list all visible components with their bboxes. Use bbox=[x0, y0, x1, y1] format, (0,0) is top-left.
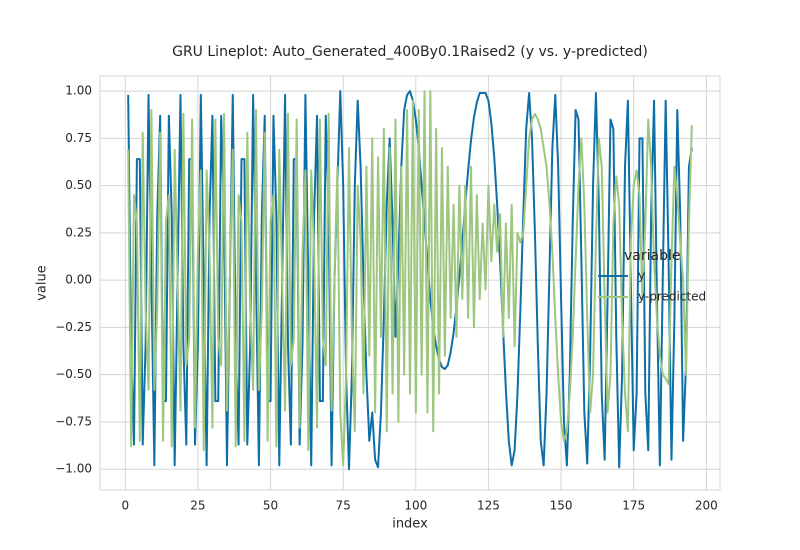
x-tick-label: 75 bbox=[336, 499, 351, 513]
x-tick-label: 0 bbox=[121, 499, 129, 513]
y-axis-label: value bbox=[35, 265, 50, 301]
y-tick-label: −0.75 bbox=[55, 414, 92, 428]
y-tick-label: 0.00 bbox=[65, 273, 92, 287]
y-tick-label: 1.00 bbox=[65, 84, 92, 98]
series-line bbox=[127, 90, 693, 467]
x-tick-label: 25 bbox=[190, 499, 205, 513]
y-tick-label: −0.50 bbox=[55, 367, 92, 381]
legend-label: y bbox=[638, 269, 645, 283]
y-tick-label: −1.00 bbox=[55, 462, 92, 476]
legend-label: y-predicted bbox=[638, 290, 706, 304]
x-tick-label: 200 bbox=[695, 499, 718, 513]
y-tick-label: 0.50 bbox=[65, 178, 92, 192]
x-tick-label: 150 bbox=[550, 499, 573, 513]
y-tick-label: 0.25 bbox=[65, 225, 92, 239]
x-tick-label: 175 bbox=[622, 499, 645, 513]
x-tick-label: 100 bbox=[404, 499, 427, 513]
legend-title: variable bbox=[624, 248, 680, 264]
chart-title: GRU Lineplot: Auto_Generated_400By0.1Rai… bbox=[172, 44, 648, 60]
plot-frame bbox=[99, 75, 721, 491]
y-tick-label: 0.75 bbox=[65, 131, 92, 145]
x-tick-label: 125 bbox=[477, 499, 500, 513]
x-tick-label: 50 bbox=[263, 499, 278, 513]
y-tick-label: −0.25 bbox=[55, 320, 92, 334]
x-axis-label: index bbox=[392, 517, 428, 532]
